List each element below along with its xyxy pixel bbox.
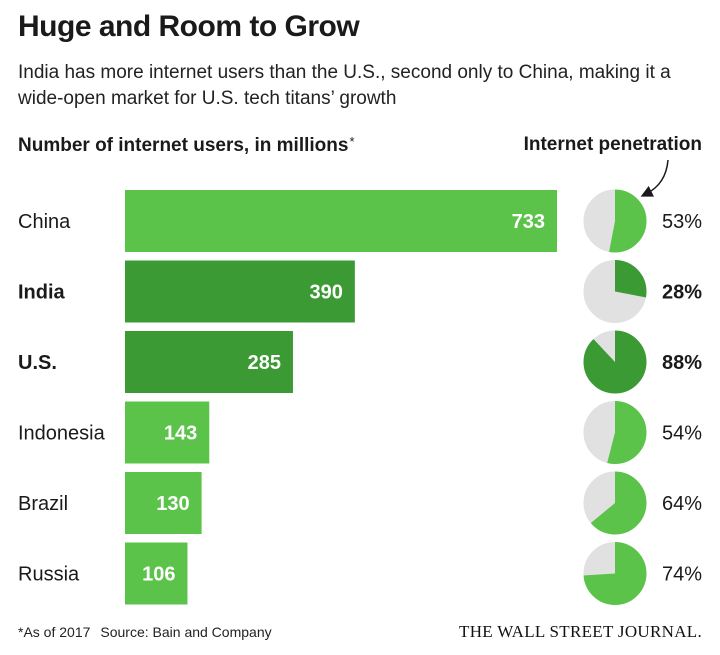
pie-slice [582, 330, 647, 395]
penetration-label: 28% [662, 282, 702, 304]
users-header-text: Number of internet users, in millions [18, 135, 349, 156]
pie-outline [582, 400, 648, 465]
chart-subtitle: India has more internet users than the U… [18, 62, 671, 109]
penetration-label: 53% [662, 211, 702, 233]
penetration-label: 64% [662, 493, 702, 515]
pie-outline [582, 329, 648, 395]
bar-value-label: 130 [156, 493, 189, 515]
category-label: China [18, 211, 71, 233]
pie-slice [607, 400, 648, 465]
bar-value-label: 143 [164, 423, 197, 445]
penetration-label: 88% [662, 352, 702, 374]
penetration-label: 54% [662, 423, 702, 445]
chart-title: Huge and Room to Grow [18, 10, 360, 43]
penetration-column-header: Internet penetration [523, 134, 702, 155]
pie-slice [609, 189, 648, 254]
category-label: Indonesia [18, 423, 106, 445]
bar [125, 190, 557, 252]
penetration-arrow [640, 159, 669, 197]
footnote-mark: * [349, 134, 355, 149]
bar [125, 401, 210, 464]
users-column-header: Number of internet users, in millions* [18, 134, 355, 157]
bar-value-label: 285 [248, 352, 281, 374]
pie-outline [582, 470, 648, 536]
publisher-logo: THE WALL STREET JOURNAL. [459, 622, 702, 641]
source-note: Source: Bain and Company [100, 624, 272, 640]
bar [125, 542, 188, 605]
chart-rows: China 733 53% India 390 28% U.S. 285 88% Indonesi… [18, 188, 702, 606]
footer: *As of 2017 Source: Bain and Company [18, 624, 272, 640]
bar-value-label: 733 [512, 211, 545, 233]
category-label: U.S. [18, 352, 57, 374]
bar [125, 472, 202, 534]
category-label: Brazil [18, 493, 68, 515]
pie-slice [590, 471, 647, 535]
bar [125, 260, 355, 323]
penetration-label: 74% [662, 564, 702, 586]
category-label: India [18, 282, 66, 304]
pie-outline [582, 188, 648, 254]
pie-slice [615, 259, 647, 298]
pie-outline [582, 259, 648, 324]
bar [125, 331, 293, 393]
category-label: Russia [18, 564, 80, 586]
footnote: *As of 2017 [18, 624, 91, 640]
bar-value-label: 390 [309, 282, 342, 304]
pie-outline [582, 541, 648, 606]
pie-slice [583, 541, 647, 606]
bar-value-label: 106 [142, 564, 175, 586]
